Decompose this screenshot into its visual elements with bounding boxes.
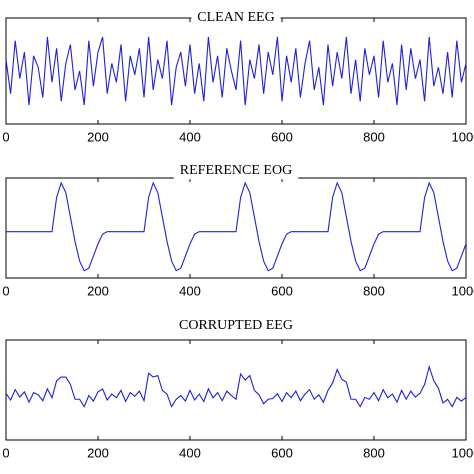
axes-box: [5, 17, 467, 125]
signal-line: [6, 181, 467, 272]
title-background: [191, 9, 281, 27]
x-tick-label: 200: [87, 445, 109, 460]
x-tick-label: 1000: [452, 445, 474, 460]
x-tick-label: 1000: [452, 283, 474, 298]
x-tick-label: 400: [179, 129, 201, 144]
title-background: [173, 317, 299, 335]
x-tick-label: 400: [179, 283, 201, 298]
x-tick-label: 600: [271, 445, 293, 460]
x-tick-label: 1000: [452, 129, 474, 144]
x-tick-label: 800: [363, 129, 385, 144]
x-tick-label: 0: [2, 129, 9, 144]
title-background: [173, 162, 299, 180]
x-tick-label: 0: [2, 283, 9, 298]
x-tick-label: 800: [363, 445, 385, 460]
x-tick-label: 400: [179, 445, 201, 460]
x-tick-label: 200: [87, 283, 109, 298]
x-tick-label: 600: [271, 129, 293, 144]
chart-title: CORRUPTED EEG: [179, 318, 293, 333]
axes-box: [5, 339, 467, 441]
chart-title: REFERENCE EOG: [180, 163, 292, 178]
signal-line: [5, 364, 467, 408]
x-tick-label: 600: [271, 283, 293, 298]
x-tick-label: 800: [363, 283, 385, 298]
chart-title: CLEAN EEG: [197, 10, 274, 25]
x-tick-label: 0: [2, 445, 9, 460]
x-tick-label: 200: [87, 129, 109, 144]
signal-line: [5, 36, 467, 106]
